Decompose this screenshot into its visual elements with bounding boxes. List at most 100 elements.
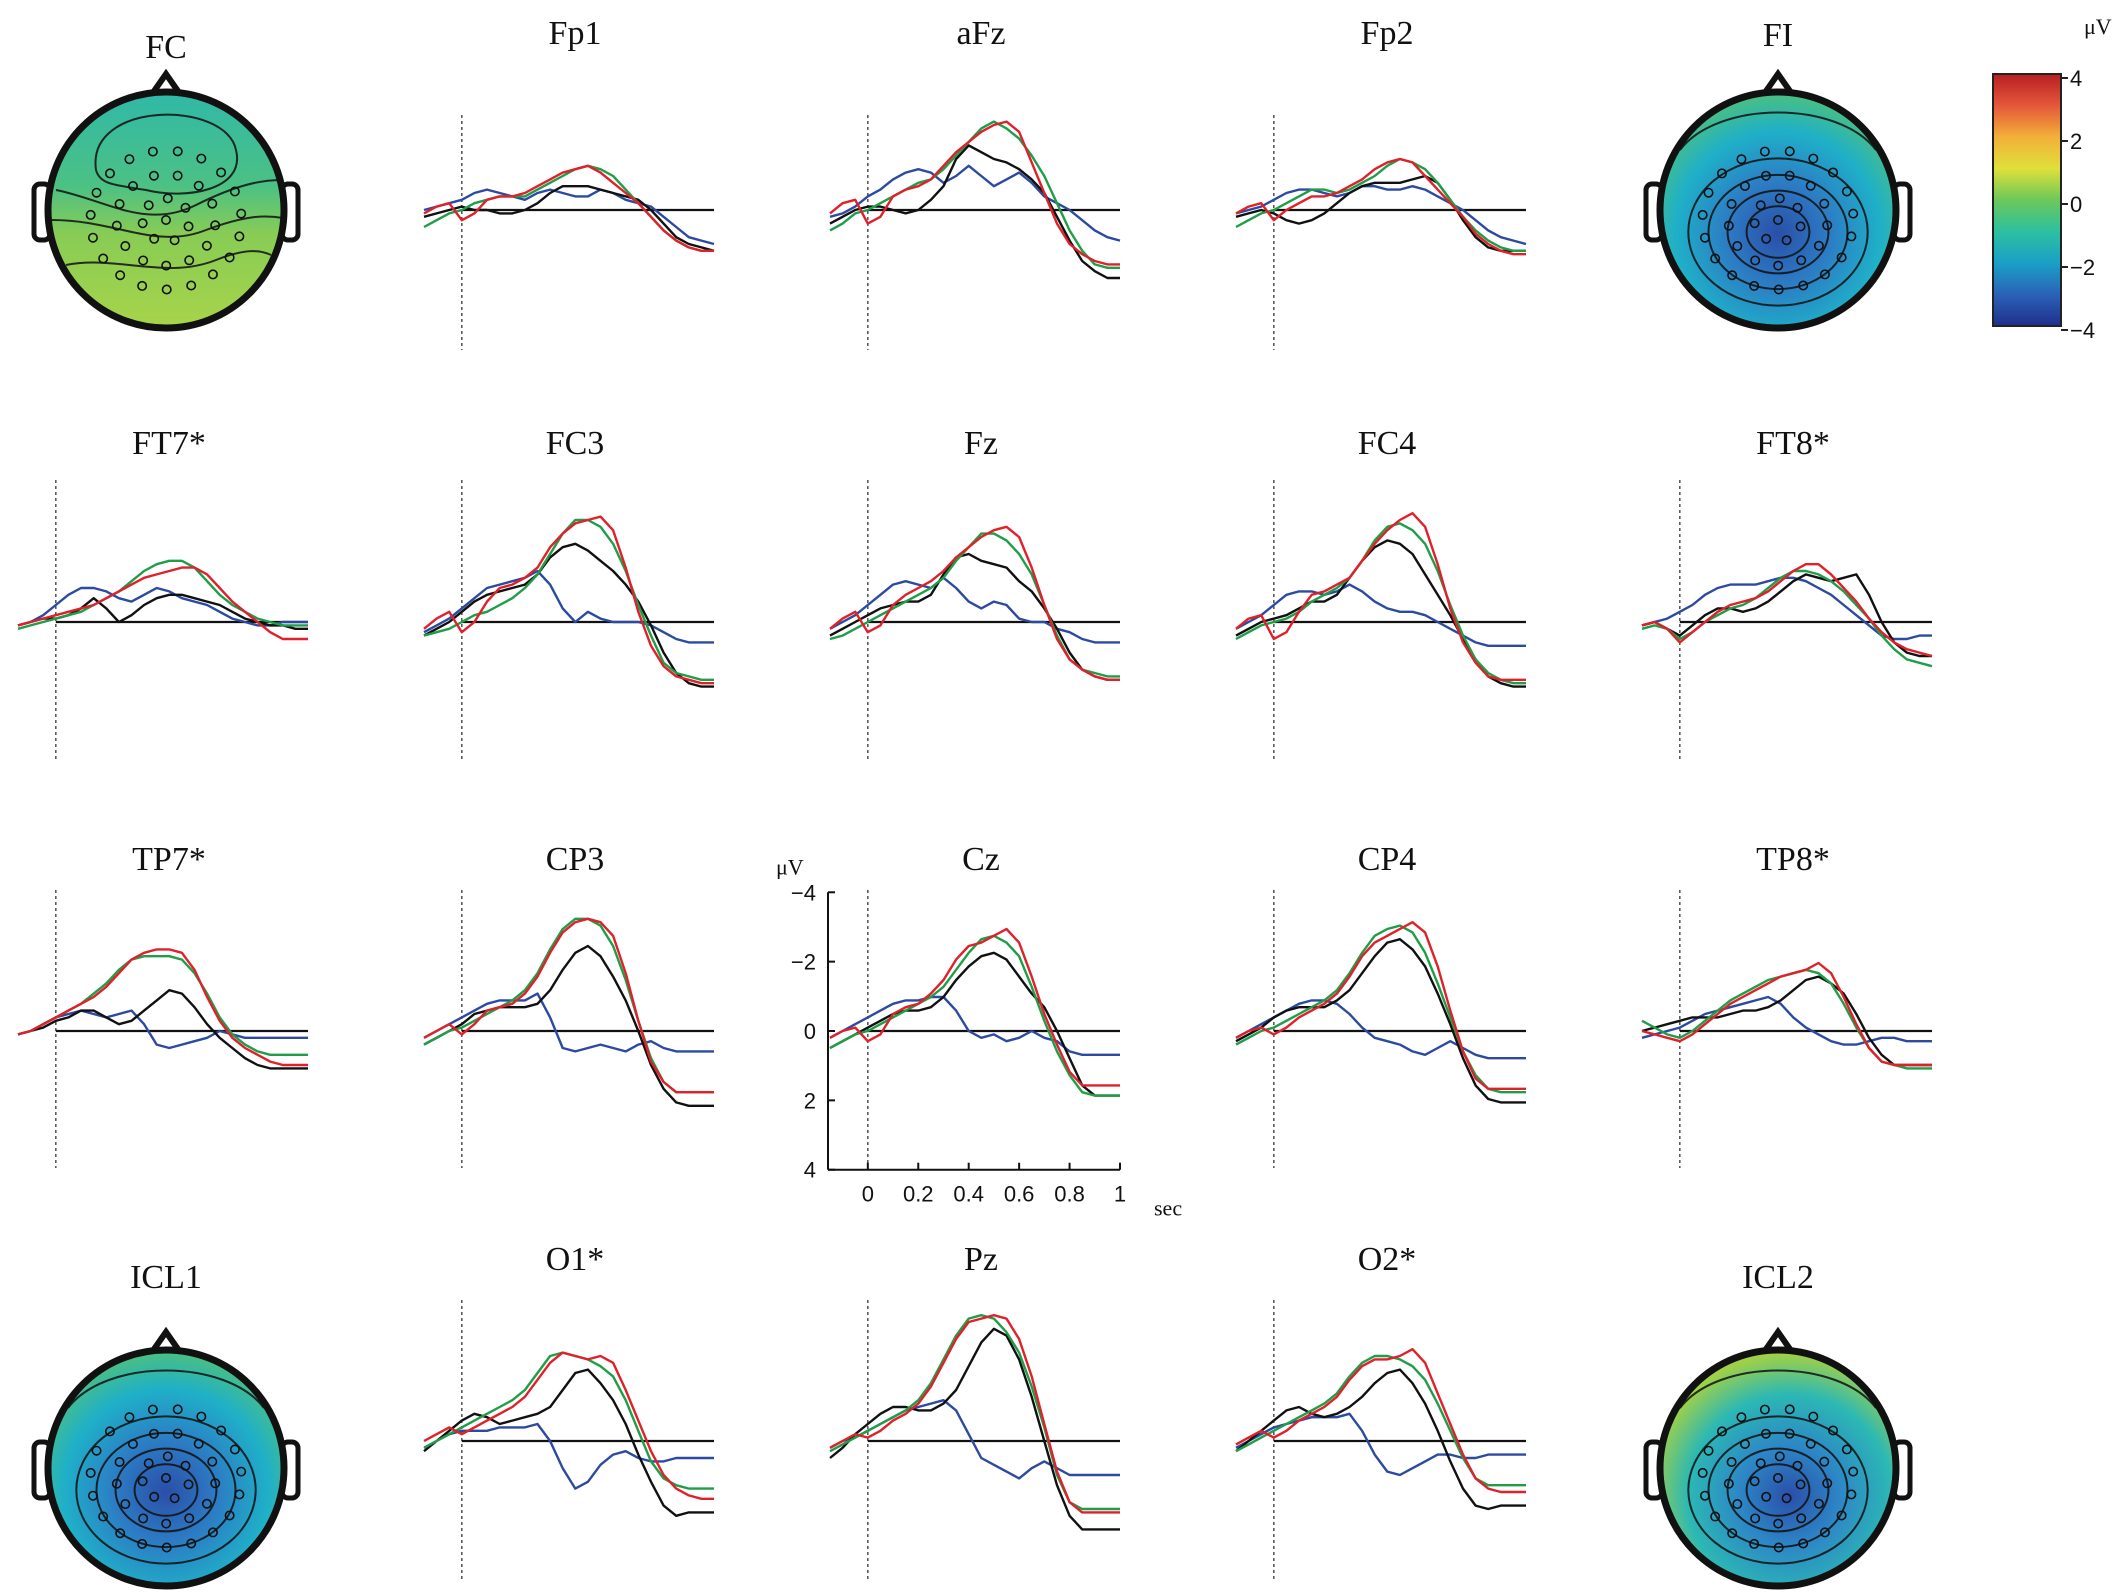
- electrode-marker: [162, 1451, 173, 1462]
- colorbar-tick-label: 4: [2070, 66, 2082, 91]
- electrode-marker: [1841, 1444, 1852, 1455]
- contour: [1687, 1415, 1869, 1565]
- electrode-marker: [1822, 1478, 1833, 1489]
- contour-lines: [1679, 1369, 1877, 1565]
- head-outline: [44, 1346, 288, 1590]
- electrode-marker: [1699, 232, 1710, 243]
- electrode-marker: [127, 1438, 138, 1449]
- waveform-black: [423, 185, 715, 252]
- electrode-marker: [1813, 240, 1824, 251]
- electrode-marker: [120, 1499, 131, 1510]
- electrode-marker: [1792, 1460, 1803, 1471]
- electrode-marker: [1781, 235, 1792, 246]
- electrode-marker: [148, 170, 159, 181]
- scalp-map: [48, 92, 284, 328]
- electrode-marker: [1760, 1428, 1771, 1439]
- electrode-marker: [1792, 202, 1803, 213]
- electrode-marker: [91, 187, 102, 198]
- electrode-marker: [1716, 1426, 1727, 1437]
- panel-title: FC3: [546, 425, 605, 462]
- electrode-marker: [1710, 1511, 1721, 1522]
- electrode-marker: [210, 220, 221, 231]
- waveform-blue: [423, 992, 714, 1053]
- panel-title: FT7*: [132, 425, 206, 462]
- waveform-black: [829, 144, 1120, 280]
- cz-x-tick-label: 1: [1114, 1182, 1126, 1207]
- waveform-blue: [423, 569, 714, 644]
- waveform-black: [1235, 938, 1526, 1104]
- electrode-marker: [229, 1444, 240, 1455]
- electrode-marker: [161, 1473, 172, 1484]
- waveform-green: [829, 934, 1120, 1097]
- head-outline: [1656, 88, 1900, 332]
- head-outline: [1656, 1346, 1900, 1590]
- waveform-red: [829, 120, 1120, 266]
- erp-panel-o1: O1*: [423, 1241, 714, 1580]
- electrode-marker: [1697, 209, 1708, 220]
- electrode-marker: [1773, 260, 1784, 271]
- panel-title: Fp2: [1361, 15, 1414, 52]
- erp-panel-o2: O2*: [1235, 1241, 1526, 1580]
- electrode-marker: [1773, 1518, 1784, 1529]
- scalp-map: [48, 1350, 284, 1586]
- electrode-marker: [1723, 220, 1734, 231]
- electrode-marker: [1736, 154, 1747, 165]
- electrode-marker: [1805, 180, 1816, 191]
- erp-panel-pz: Pz: [829, 1241, 1120, 1580]
- electrode-marker: [1798, 280, 1809, 291]
- electrode-marker: [172, 1428, 183, 1439]
- electrode-marker: [1749, 1476, 1760, 1487]
- electrode-marker: [161, 284, 172, 295]
- waveform-blue: [1235, 1412, 1526, 1477]
- electrode-marker: [1755, 1458, 1766, 1469]
- contour-lines: [67, 1369, 265, 1565]
- electrode-marker: [207, 1527, 218, 1538]
- electrode-marker: [143, 1458, 154, 1469]
- electrode-marker: [1732, 1499, 1743, 1510]
- waveform-green: [423, 917, 714, 1094]
- panel-title: Fz: [964, 425, 998, 462]
- cz-y-tick-label: 2: [804, 1088, 816, 1113]
- erp-panel-ft7: FT7*: [17, 425, 308, 760]
- electrode-marker: [114, 1457, 125, 1468]
- electrode-marker: [1819, 1456, 1830, 1467]
- cz-x-tick-label: 0.6: [1004, 1182, 1035, 1207]
- topomap-icl1: ICL1: [31, 1259, 301, 1590]
- erp-panel-fp2: Fp2: [1235, 15, 1527, 350]
- cz-x-unit: sec: [1154, 1196, 1182, 1221]
- waveform-black: [17, 989, 308, 1070]
- erp-panel-fz: Fz: [829, 425, 1120, 760]
- electrode-marker: [137, 1538, 148, 1549]
- electrode-marker: [138, 1513, 149, 1524]
- electrode-marker: [87, 1490, 98, 1501]
- electrode-marker: [180, 202, 191, 213]
- electrode-marker: [111, 220, 122, 231]
- electrode-marker: [91, 1445, 102, 1456]
- waveform-black: [829, 552, 1120, 681]
- electrode-marker: [216, 1425, 227, 1436]
- electrode-marker: [207, 198, 218, 209]
- erp-panel-fc4: FC4: [1235, 425, 1526, 760]
- electrode-marker: [124, 1412, 135, 1423]
- electrode-marker: [196, 153, 207, 164]
- electrode-marker: [115, 1528, 126, 1539]
- electrode-marker: [115, 270, 126, 281]
- contour: [94, 113, 239, 195]
- waveform-green: [1235, 1354, 1526, 1487]
- contour: [51, 215, 284, 238]
- electrode-marker: [149, 1491, 160, 1502]
- waveform-green: [1235, 522, 1526, 685]
- electrode-marker: [1755, 200, 1766, 211]
- waveform-black: [1641, 975, 1932, 1067]
- waveform-blue: [1235, 999, 1526, 1060]
- electrode-marker: [1759, 1404, 1770, 1415]
- scalp-map: [1660, 1350, 1896, 1586]
- electrode-marker: [1781, 1493, 1792, 1504]
- erp-panel-afz: aFz: [829, 15, 1121, 350]
- panel-title: O1*: [546, 1241, 605, 1278]
- electrode-marker: [186, 1538, 197, 1549]
- electrode-marker: [1808, 153, 1819, 164]
- erp-panel-fp1: Fp1: [423, 15, 715, 350]
- waveform-red: [17, 948, 308, 1067]
- electrode-marker: [1749, 218, 1760, 229]
